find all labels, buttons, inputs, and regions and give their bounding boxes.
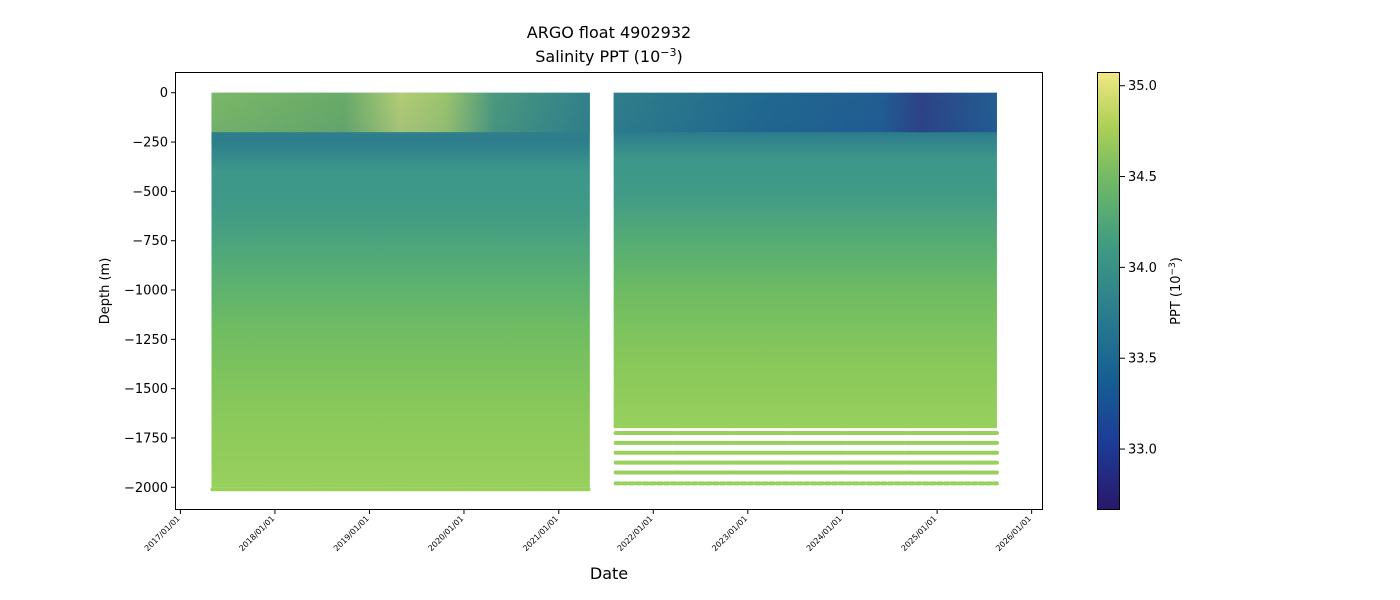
y-tick-label: −250 (132, 136, 168, 151)
x-axis: 2017/01/01 2018/01/01 2019/01/01 2020/01/01… (143, 509, 1033, 553)
colorbar-tick-label: 35.0 (1128, 79, 1157, 94)
x-tick-label: 2020/01/01 (426, 514, 465, 553)
colorbar-tick-label: 34.0 (1128, 261, 1157, 276)
x-tick-label: 2022/01/01 (616, 514, 655, 553)
x-tick-label: 2017/01/01 (143, 514, 182, 553)
y-tick-label: 0 (160, 86, 168, 101)
colorbar-label: PPT (10−3) (1168, 257, 1184, 325)
y-tick-label: −2000 (124, 481, 168, 496)
surface-layer-2 (613, 92, 997, 133)
chart-title: ARGO float 4902932 (527, 23, 691, 42)
surface-layer-1 (211, 92, 590, 133)
y-axis: 0 −250 −500 −750 −1000 −1250 −1500 −1750 −2000 (124, 86, 176, 496)
x-tick-label: 2023/01/01 (710, 514, 749, 553)
axes-frame (175, 72, 1043, 510)
x-tick-label: 2026/01/01 (994, 514, 1033, 553)
salinity-segment-1 (211, 92, 590, 488)
colorbar (1097, 72, 1120, 510)
y-tick-label: −1500 (124, 382, 168, 397)
y-tick-label: −1250 (124, 333, 168, 348)
y-tick-label: −500 (132, 185, 168, 200)
salinity-segment-2 (613, 92, 997, 429)
plot-area (210, 92, 999, 492)
y-axis-label: Depth (m) (98, 258, 113, 325)
y-tick-label: −1750 (124, 431, 168, 446)
colorbar-tick-label: 33.0 (1128, 443, 1157, 458)
x-axis-label: Date (590, 564, 628, 583)
colorbar-tick-label: 33.5 (1128, 352, 1157, 367)
chart-subtitle: Salinity PPT (10−3) (535, 46, 683, 66)
x-tick-label: 2019/01/01 (332, 514, 371, 553)
colorbar-tick-label: 34.5 (1128, 170, 1157, 185)
x-tick-label: 2021/01/01 (521, 514, 560, 553)
x-tick-label: 2024/01/01 (805, 514, 844, 553)
x-tick-label: 2018/01/01 (237, 514, 276, 553)
colorbar-axis: 33.0 33.5 34.0 34.5 35.0 (1120, 79, 1157, 458)
y-tick-label: −1000 (124, 284, 168, 299)
x-tick-label: 2025/01/01 (900, 514, 939, 553)
y-tick-label: −750 (132, 234, 168, 249)
